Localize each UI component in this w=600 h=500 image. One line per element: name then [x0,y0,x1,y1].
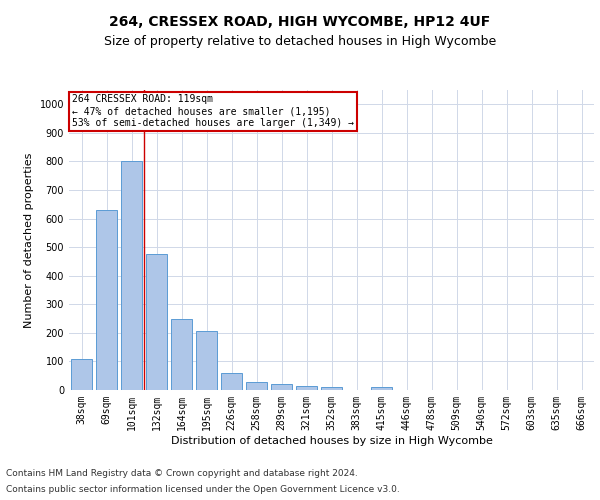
Bar [221,373,242,390]
Bar [271,384,292,390]
Bar [246,382,267,390]
Bar [196,332,217,390]
Bar [371,387,392,390]
Text: Contains public sector information licensed under the Open Government Licence v3: Contains public sector information licen… [6,484,400,494]
Bar [296,386,317,390]
X-axis label: Distribution of detached houses by size in High Wycombe: Distribution of detached houses by size … [170,436,493,446]
Bar [121,162,142,390]
Bar [71,358,92,390]
Text: Contains HM Land Registry data © Crown copyright and database right 2024.: Contains HM Land Registry data © Crown c… [6,470,358,478]
Bar [96,210,117,390]
Bar [171,318,192,390]
Y-axis label: Number of detached properties: Number of detached properties [24,152,34,328]
Text: 264 CRESSEX ROAD: 119sqm
← 47% of detached houses are smaller (1,195)
53% of sem: 264 CRESSEX ROAD: 119sqm ← 47% of detach… [71,94,353,128]
Bar [321,387,342,390]
Text: 264, CRESSEX ROAD, HIGH WYCOMBE, HP12 4UF: 264, CRESSEX ROAD, HIGH WYCOMBE, HP12 4U… [109,16,491,30]
Text: Size of property relative to detached houses in High Wycombe: Size of property relative to detached ho… [104,34,496,48]
Bar [146,254,167,390]
